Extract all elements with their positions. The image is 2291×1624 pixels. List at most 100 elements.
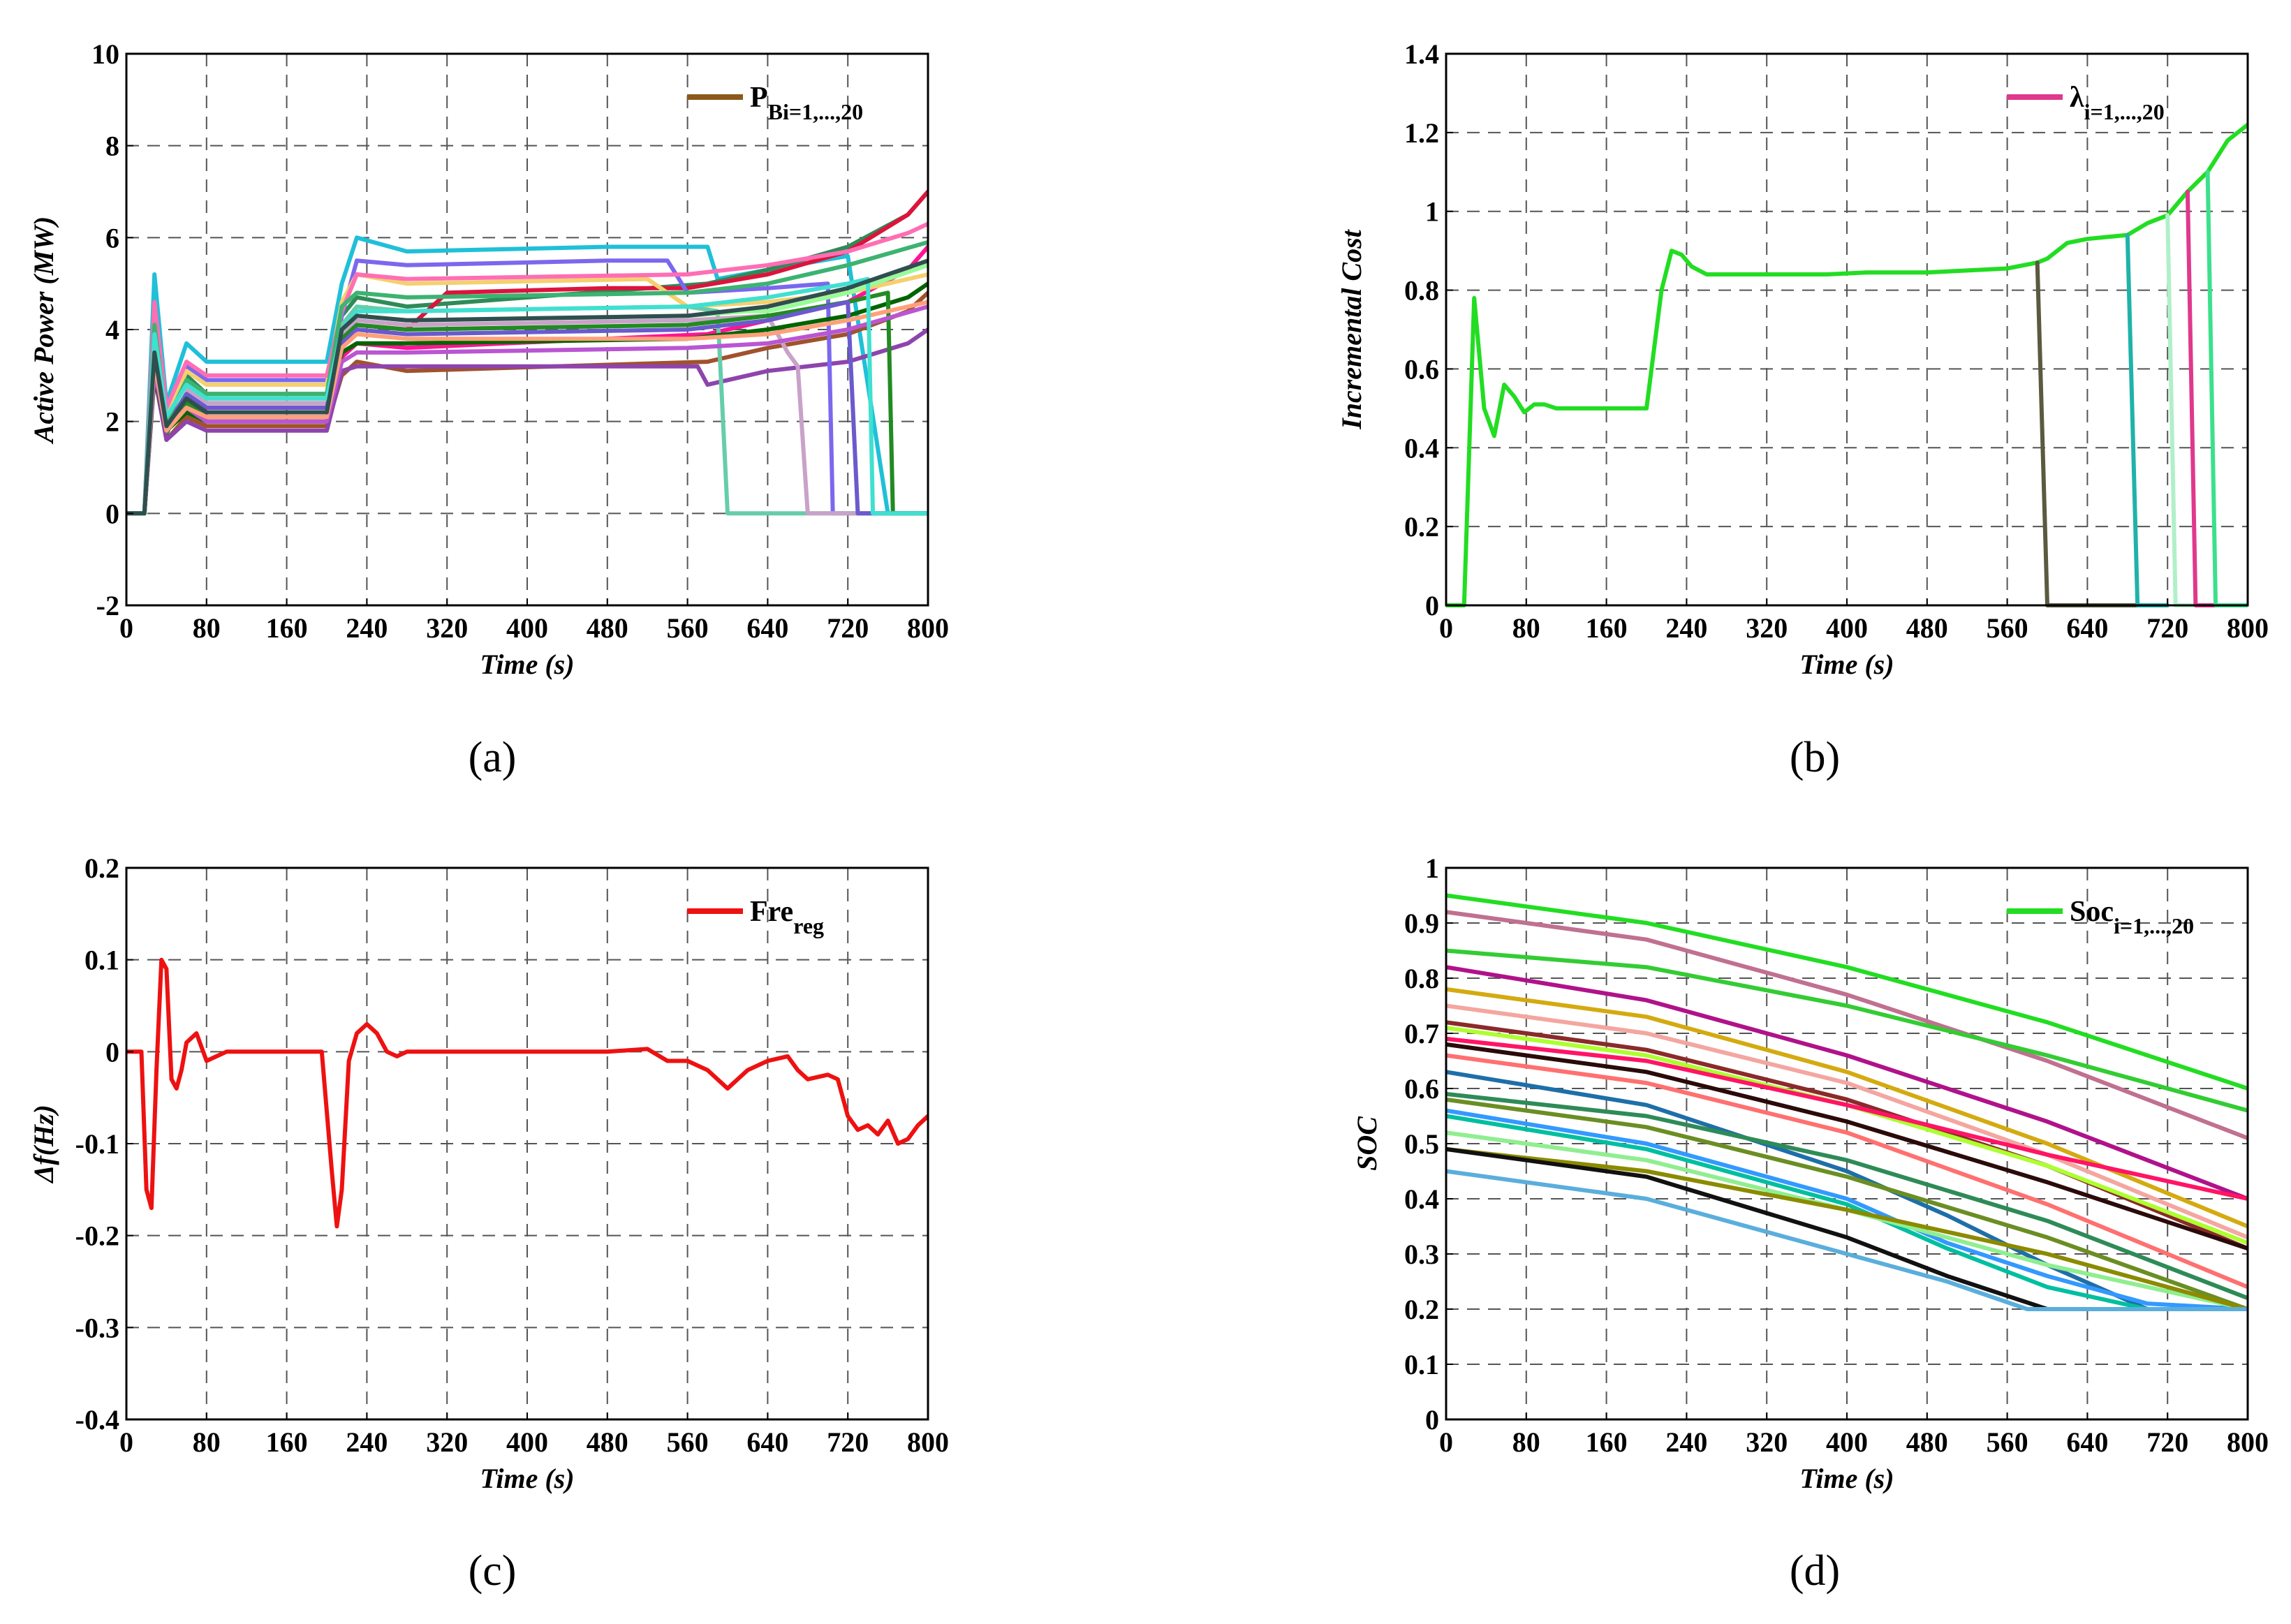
series-SOC2: [1446, 910, 2248, 1141]
x-tick-label: 0: [1439, 612, 1453, 644]
y-tick-label: 0.4: [1404, 1183, 1439, 1215]
x-axis-label: Time (s): [1799, 1463, 1894, 1494]
grid-b: [1446, 54, 2248, 605]
y-tick-label: 0: [1425, 590, 1439, 621]
x-tick-label: 560: [1987, 1426, 2028, 1458]
y-tick-label: -0.3: [75, 1312, 119, 1343]
series-SOC20: [1446, 1169, 2248, 1311]
y-tick-label: 0.1: [84, 945, 119, 976]
series-SOC11: [1446, 1053, 2248, 1290]
x-tick-label: 720: [827, 1426, 869, 1458]
y-axis-label: Incremental Cost: [1336, 228, 1367, 429]
y-axis-label: Active Power (MW): [28, 216, 59, 445]
x-axis-label: Time (s): [480, 1463, 574, 1494]
x-tick-label: 480: [587, 1426, 628, 1458]
series-SOC14: [1446, 1097, 2248, 1311]
legend-b: λi=1,...,20: [2007, 82, 2165, 124]
x-tick-label: 240: [1665, 612, 1707, 644]
x-tick-label: 480: [1906, 1426, 1948, 1458]
y-tick-label: 0.7: [1404, 1018, 1439, 1049]
panel-a: 0 80 160 240 320 400 480 560 640 720 800-20246810T…: [28, 38, 949, 781]
series-SOC18: [1446, 1146, 2248, 1311]
series-SOC15: [1446, 1108, 2248, 1311]
series-SOC3: [1446, 948, 2248, 1113]
x-tick-label: 160: [1586, 612, 1628, 644]
x-tick-label: 800: [2227, 1426, 2269, 1458]
y-tick-label: -0.1: [75, 1128, 119, 1160]
y-tick-label: 0.2: [84, 852, 119, 884]
x-tick-label: 320: [1746, 612, 1788, 644]
y-tick-label: 1.2: [1404, 117, 1439, 149]
legend-text: λ: [2070, 82, 2084, 114]
y-tick-label: 0.4: [1404, 432, 1439, 464]
y-tick-label: 4: [105, 314, 119, 346]
y-tick-label: 0.2: [1404, 1294, 1439, 1325]
panel-c: 0 80 160 240 320 400 480 560 640 720 800 -0.4 -0.3 -0…: [28, 852, 949, 1595]
y-tick-label: 6: [105, 222, 119, 253]
y-tick-label: 0.6: [1404, 353, 1439, 385]
y-tick-label: 8: [105, 131, 119, 162]
x-tick-label: 80: [193, 612, 221, 644]
x-tick-label: 240: [346, 1426, 388, 1458]
legend-subscript: i=1,...,20: [2114, 913, 2194, 938]
series-λ_k5: [2205, 170, 2248, 607]
y-tick-label: 0: [1425, 1404, 1439, 1435]
y-tick-label: 0.8: [1404, 963, 1439, 994]
y-tick-label: -0.2: [75, 1220, 119, 1252]
y-tick-label: 0.9: [1404, 908, 1439, 939]
x-tick-label: 240: [1665, 1426, 1707, 1458]
y-axis-label: SOC: [1351, 1116, 1383, 1171]
panel-label-c: (c): [469, 1547, 517, 1595]
legend-text: P: [750, 82, 768, 114]
x-tick-label: 400: [506, 612, 548, 644]
x-tick-label: 640: [2066, 1426, 2108, 1458]
x-tick-label: 0: [1439, 1426, 1453, 1458]
legend-text: Fre: [750, 896, 793, 928]
series-SOC6: [1446, 1003, 2248, 1240]
legend-label: λi=1,...,20: [2070, 82, 2165, 124]
x-tick-label: 320: [1746, 1426, 1788, 1458]
grid-d: [1446, 868, 2248, 1419]
x-tick-label: 80: [1512, 1426, 1540, 1458]
panel-d: 0 80 160 240 320 400 480 560 640 720 800 0 0.1 0.2 0.3…: [1351, 852, 2269, 1595]
x-tick-label: 240: [346, 612, 388, 644]
series-SOC10: [1446, 1042, 2248, 1251]
x-tick-label: 640: [2066, 612, 2108, 644]
y-tick-label: -2: [96, 590, 119, 621]
x-tick-label: 480: [1906, 612, 1948, 644]
x-tick-label: 320: [426, 1426, 468, 1458]
y-tick-label: 10: [91, 38, 119, 70]
legend-d: Soci=1,...,20: [2007, 896, 2194, 938]
series-group-a: [126, 189, 928, 516]
grid-c: [126, 868, 928, 1419]
x-tick-label: 480: [587, 612, 628, 644]
x-tick-label: 320: [426, 612, 468, 644]
series-SOC4: [1446, 965, 2248, 1201]
x-tick-label: 0: [119, 1426, 133, 1458]
x-tick-label: 640: [746, 612, 788, 644]
x-tick-label: 560: [667, 612, 709, 644]
x-tick-label: 400: [1826, 1426, 1868, 1458]
y-tick-label: 0.2: [1404, 511, 1439, 542]
legend-label: PBi=1,...,20: [750, 82, 863, 124]
x-tick-label: 400: [1826, 612, 1868, 644]
x-tick-label: 560: [1987, 612, 2028, 644]
y-tick-label: 0.1: [1404, 1349, 1439, 1380]
y-tick-label: -0.4: [75, 1404, 119, 1435]
x-axis-label: Time (s): [480, 649, 574, 680]
legend-c: Frereg: [687, 896, 824, 938]
legend-label: Frereg: [750, 896, 824, 938]
series-P_B20: [126, 258, 928, 516]
legend-subscript: Bi=1,...,20: [768, 99, 863, 124]
y-tick-label: 2: [105, 406, 119, 438]
x-tick-label: 400: [506, 1426, 548, 1458]
x-tick-label: 0: [119, 612, 133, 644]
y-tick-label: 0: [105, 1036, 119, 1068]
legend-label: Soci=1,...,20: [2070, 896, 2194, 938]
panel-b: 0 80 160 240 320 400 480 560 640 720 800 0 0.2 0.4 0.6…: [1336, 38, 2269, 781]
x-tick-label: 800: [2227, 612, 2269, 644]
y-tick-label: 1: [1425, 852, 1439, 884]
x-tick-label: 720: [827, 612, 869, 644]
series-group-b: [1446, 122, 2248, 607]
